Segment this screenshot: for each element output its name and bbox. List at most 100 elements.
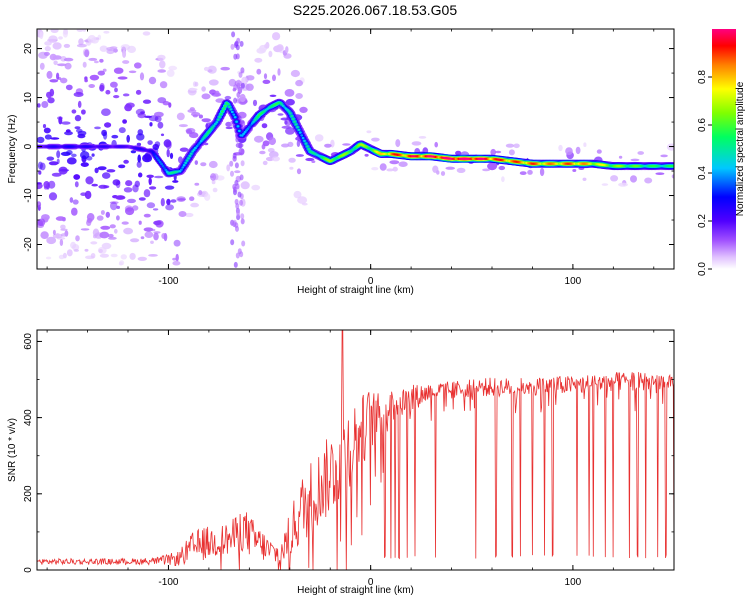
spectrogram-noise-blob bbox=[74, 126, 81, 130]
spectrogram-noise-blob bbox=[55, 216, 66, 221]
spectrogram-ridge-cell bbox=[214, 122, 217, 126]
spectrogram-noise-blob bbox=[239, 40, 244, 47]
spectrogram-noise-blob bbox=[122, 49, 127, 58]
spectrogram-noise-blob bbox=[91, 153, 95, 157]
spectrogram-noise-blob bbox=[230, 43, 235, 50]
spectrogram-noise-blob bbox=[314, 134, 324, 142]
spectrogram-noise-blob bbox=[241, 76, 248, 85]
spectrogram-noise-blob bbox=[120, 44, 131, 51]
spectrogram-noise-blob bbox=[231, 31, 236, 38]
spectrogram-noise-blob bbox=[146, 174, 154, 178]
spectrogram-noise-blob bbox=[498, 165, 506, 171]
spectrogram-noise-blob bbox=[226, 164, 231, 172]
spectrogram-noise-blob bbox=[123, 159, 129, 164]
spectrogram-noise-blob bbox=[455, 150, 462, 156]
spectrogram-ridge-cell bbox=[216, 118, 220, 121]
spectrogram-noise-blob bbox=[138, 197, 146, 201]
spectrogram-noise-blob bbox=[41, 101, 49, 108]
spectrogram-noise-blob bbox=[176, 112, 185, 121]
spectrogram-noise-blob bbox=[490, 148, 497, 156]
spectrogram-noise-blob bbox=[142, 31, 151, 36]
spectrogram-noise-blob bbox=[72, 199, 79, 205]
spectrogram-noise-blob bbox=[220, 66, 230, 71]
spectrogram-noise-blob bbox=[290, 69, 300, 78]
spectrogram-noise-blob bbox=[618, 155, 623, 159]
spectrogram-noise-blob bbox=[578, 167, 585, 170]
spectrogram-noise-blob bbox=[58, 166, 68, 175]
spectrogram-noise-blob bbox=[125, 180, 133, 187]
spectrogram-noise-blob bbox=[178, 124, 188, 128]
spectrogram-noise-blob bbox=[149, 186, 157, 190]
spectrogram-noise-blob bbox=[172, 260, 181, 266]
spectrogram-noise-blob bbox=[194, 81, 199, 87]
spectrogram-noise-blob bbox=[60, 224, 66, 230]
spectrogram-noise-blob bbox=[105, 211, 111, 218]
spectrogram-noise-blob bbox=[104, 122, 112, 128]
figure-title: S225.2026.067.18.53.G05 bbox=[292, 2, 458, 18]
spectrogram-noise-blob bbox=[240, 67, 245, 74]
spectrogram-noise-blob bbox=[263, 73, 268, 80]
spectrogram-ridge-cell bbox=[184, 161, 188, 165]
spectrogram-ridge-cell bbox=[154, 155, 158, 158]
snr-series-line bbox=[37, 330, 674, 570]
spectrogram-ridge-cell bbox=[252, 120, 256, 124]
spectrogram-noise-blob bbox=[630, 158, 640, 162]
spectrogram-ridge-cell bbox=[215, 121, 219, 124]
spectrogram-noise-blob bbox=[212, 187, 218, 193]
spectrogram-noise-blob bbox=[115, 195, 126, 200]
spectrogram-ridge-cell bbox=[243, 130, 247, 134]
spectrogram-noise-blob bbox=[101, 242, 112, 250]
spectrogram-ridge-cell bbox=[304, 142, 308, 145]
snr-x-axis-label: Height of straight line (km) bbox=[297, 585, 414, 596]
spectrogram-noise-blob bbox=[166, 198, 171, 206]
snr-frame bbox=[36, 329, 675, 571]
spectrogram-ridge-cell bbox=[197, 143, 200, 146]
spectrogram-noise-blob bbox=[56, 150, 61, 159]
spectrogram-noise-blob bbox=[137, 154, 141, 163]
spectrogram-noise-blob bbox=[49, 53, 57, 61]
spectrogram-noise-blob bbox=[125, 102, 135, 108]
spectrogram-noise-blob bbox=[210, 173, 217, 181]
spectrogram-ridge-cell bbox=[208, 129, 212, 133]
spectrogram-noise-blob bbox=[168, 65, 178, 71]
spectrogram-noise-blob bbox=[122, 93, 130, 97]
spectrogram-noise-blob bbox=[77, 100, 82, 108]
spectrogram-ridge-cell bbox=[301, 136, 305, 140]
spectrogram-noise-blob bbox=[324, 143, 332, 148]
spectrogram-noise-blob bbox=[130, 150, 137, 154]
spectrogram-noise-blob bbox=[118, 127, 126, 134]
spectrogram-noise-blob bbox=[229, 160, 234, 167]
spectrogram-noise-blob bbox=[236, 82, 241, 89]
spectrogram-noise-blob bbox=[50, 137, 60, 140]
spectrogram-noise-blob bbox=[207, 65, 217, 74]
spectrogram-noise-blob bbox=[140, 236, 145, 240]
spectrogram-noise-blob bbox=[65, 129, 71, 133]
spectrogram-noise-blob bbox=[46, 91, 52, 99]
spectrogram-noise-blob bbox=[110, 253, 118, 258]
spectrogram-noise-blob bbox=[194, 182, 200, 186]
spectrogram-ridge-cell bbox=[206, 131, 210, 134]
spectrogram-noise-blob bbox=[172, 180, 179, 183]
spectrogram-noise-blob bbox=[100, 225, 111, 230]
spectrogram-noise-blob bbox=[43, 181, 50, 189]
spectrogram-noise-blob bbox=[57, 116, 63, 120]
spectrogram-noise-blob bbox=[56, 237, 66, 240]
spectrogram-ridge-cell bbox=[253, 118, 257, 122]
spectrogram-noise-blob bbox=[253, 135, 264, 143]
spectrogram-noise-blob bbox=[143, 189, 151, 198]
spectrogram-noise-blob bbox=[96, 215, 104, 221]
spectrogram-noise-blob bbox=[136, 133, 145, 141]
spectrogram-ridge-cell bbox=[195, 145, 199, 148]
spectrogram-noise-blob bbox=[48, 192, 58, 201]
spectrogram-noise-blob bbox=[288, 157, 296, 163]
spectrogram-noise-blob bbox=[201, 93, 211, 100]
spectrogram-noise-blob bbox=[671, 174, 674, 179]
y-tick-label: 600 bbox=[23, 333, 34, 350]
spectrogram-ridge-cell bbox=[157, 159, 161, 162]
spectrogram-noise-blob bbox=[637, 151, 644, 155]
spectrogram-noise-blob bbox=[166, 69, 175, 77]
spectrogram-noise-blob bbox=[94, 167, 99, 174]
spectrogram-noise-blob bbox=[285, 98, 295, 106]
spectrogram-noise-blob bbox=[71, 207, 78, 216]
